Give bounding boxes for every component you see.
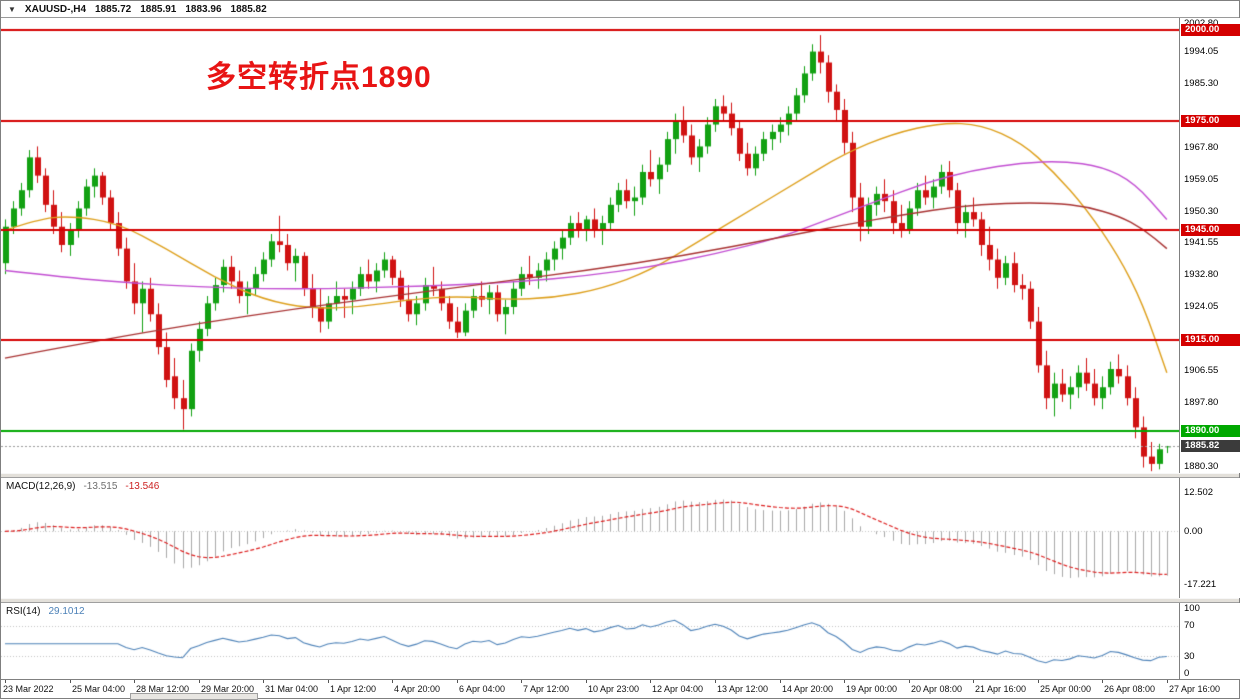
panel-splitter[interactable] (1, 473, 1239, 478)
macd-value-main: -13.515 (83, 481, 118, 492)
time-label: 13 Apr 12:00 (717, 684, 769, 694)
price-scale-tick: 1967.80 (1184, 141, 1219, 153)
time-axis[interactable]: 23 Mar 2022 25 Mar 04:00 28 Mar 12:00 29 Ma… (1, 679, 1239, 696)
time-label: 29 Mar 20:00 (201, 684, 255, 694)
time-tick (586, 680, 587, 683)
macd-scale[interactable]: 12.502 0.00 -17.221 (1179, 478, 1240, 598)
price-badge: 1890.00 (1181, 425, 1240, 438)
ohlc-low: 1883.96 (185, 3, 222, 15)
price-chart-canvas[interactable] (1, 18, 1179, 473)
price-scale-tick: 1897.80 (1184, 397, 1219, 409)
ohlc-high: 1885.91 (140, 3, 177, 15)
time-label: 26 Apr 08:00 (1104, 684, 1156, 694)
chart-titlebar: ▼ XAUUSD-,H4 1885.72 1885.91 1883.96 188… (1, 1, 1239, 18)
time-tick (328, 680, 329, 683)
price-scale[interactable]: 2002.80 1994.05 1985.30 1967.80 1959.05 1950.… (1179, 18, 1240, 473)
time-tick (909, 680, 910, 683)
time-label: 28 Mar 12:00 (136, 684, 190, 694)
time-label: 20 Apr 08:00 (911, 684, 963, 694)
macd-scale-tick: 0.00 (1184, 525, 1203, 537)
time-tick (392, 680, 393, 683)
rsi-scale-tick: 30 (1184, 650, 1195, 662)
price-badge: 2000.00 (1181, 23, 1240, 36)
time-label: 12 Apr 04:00 (652, 684, 704, 694)
time-tick (780, 680, 781, 683)
ohlc-open: 1885.72 (95, 3, 132, 15)
time-label: 7 Apr 12:00 (523, 684, 570, 694)
time-tick (844, 680, 845, 683)
time-tick (5, 680, 6, 683)
price-scale-tick: 1950.30 (1184, 205, 1219, 217)
time-tick (715, 680, 716, 683)
rsi-scale-tick: 0 (1184, 668, 1190, 679)
time-tick (1038, 680, 1039, 683)
time-tick (1167, 680, 1168, 683)
time-tick (134, 680, 135, 683)
price-badge: 1915.00 (1181, 333, 1240, 346)
time-label: 25 Apr 00:00 (1040, 684, 1092, 694)
rsi-scale-tick: 100 (1184, 603, 1200, 614)
macd-canvas[interactable] (1, 478, 1179, 598)
price-badge: 1945.00 (1181, 224, 1240, 237)
time-tick (521, 680, 522, 683)
time-tick (263, 680, 264, 683)
time-label: 14 Apr 20:00 (782, 684, 834, 694)
symbol-timeframe: XAUUSD-,H4 (24, 3, 87, 15)
rsi-scale[interactable]: 100 70 30 0 (1179, 603, 1240, 679)
time-label: 21 Apr 16:00 (975, 684, 1027, 694)
time-tick (650, 680, 651, 683)
macd-indicator-label: MACD(12,26,9) -13.515 -13.546 (6, 481, 159, 492)
chart-menu-icon[interactable]: ▼ (8, 4, 16, 14)
price-scale-tick: 2002.80 (1184, 18, 1218, 29)
time-label: 4 Apr 20:00 (394, 684, 441, 694)
time-label: 27 Apr 16:00 (1169, 684, 1221, 694)
macd-value-signal: -13.546 (125, 481, 160, 492)
time-label: 23 Mar 2022 (3, 684, 54, 694)
time-label: 19 Apr 00:00 (846, 684, 898, 694)
ohlc-close: 1885.82 (230, 3, 267, 15)
rsi-scale-tick: 70 (1184, 620, 1195, 632)
price-scale-tick: 1941.55 (1184, 237, 1219, 249)
price-scale-tick: 1906.55 (1184, 365, 1219, 377)
price-scale-tick: 1924.05 (1184, 301, 1219, 313)
price-scale-tick: 1932.80 (1184, 269, 1219, 281)
rsi-label: RSI(14) (6, 606, 41, 617)
rsi-value: 29.1012 (48, 606, 85, 617)
rsi-canvas[interactable] (1, 603, 1179, 679)
price-scale-tick: 1994.05 (1184, 45, 1219, 57)
price-scale-tick: 1959.05 (1184, 173, 1219, 185)
price-badge: 1975.00 (1181, 114, 1240, 127)
time-label: 10 Apr 23:00 (588, 684, 640, 694)
price-panel: 多空转折点1890 2002.80 1994.05 1985.30 1967.80 19… (1, 18, 1240, 473)
price-badge: 1885.82 (1181, 440, 1240, 453)
time-tick (199, 680, 200, 683)
time-label: 25 Mar 04:00 (72, 684, 126, 694)
macd-scale-tick: -17.221 (1184, 579, 1217, 591)
time-label: 31 Mar 04:00 (265, 684, 319, 694)
time-tick (70, 680, 71, 683)
time-tick (973, 680, 974, 683)
price-scale-tick: 1880.30 (1184, 460, 1219, 472)
panel-splitter[interactable] (1, 598, 1239, 603)
rsi-panel: RSI(14) 29.1012 100 70 30 0 (1, 603, 1240, 679)
rsi-indicator-label: RSI(14) 29.1012 (6, 606, 85, 617)
time-tick (1102, 680, 1103, 683)
macd-scale-tick: 12.502 (1184, 487, 1214, 499)
macd-label: MACD(12,26,9) (6, 481, 76, 492)
time-tick (457, 680, 458, 683)
price-scale-tick: 1985.30 (1184, 77, 1219, 89)
macd-panel: MACD(12,26,9) -13.515 -13.546 12.502 0.00… (1, 478, 1240, 598)
time-label: 6 Apr 04:00 (459, 684, 506, 694)
chart-annotation-text[interactable]: 多空转折点1890 (206, 61, 432, 94)
time-label: 1 Apr 12:00 (330, 684, 377, 694)
